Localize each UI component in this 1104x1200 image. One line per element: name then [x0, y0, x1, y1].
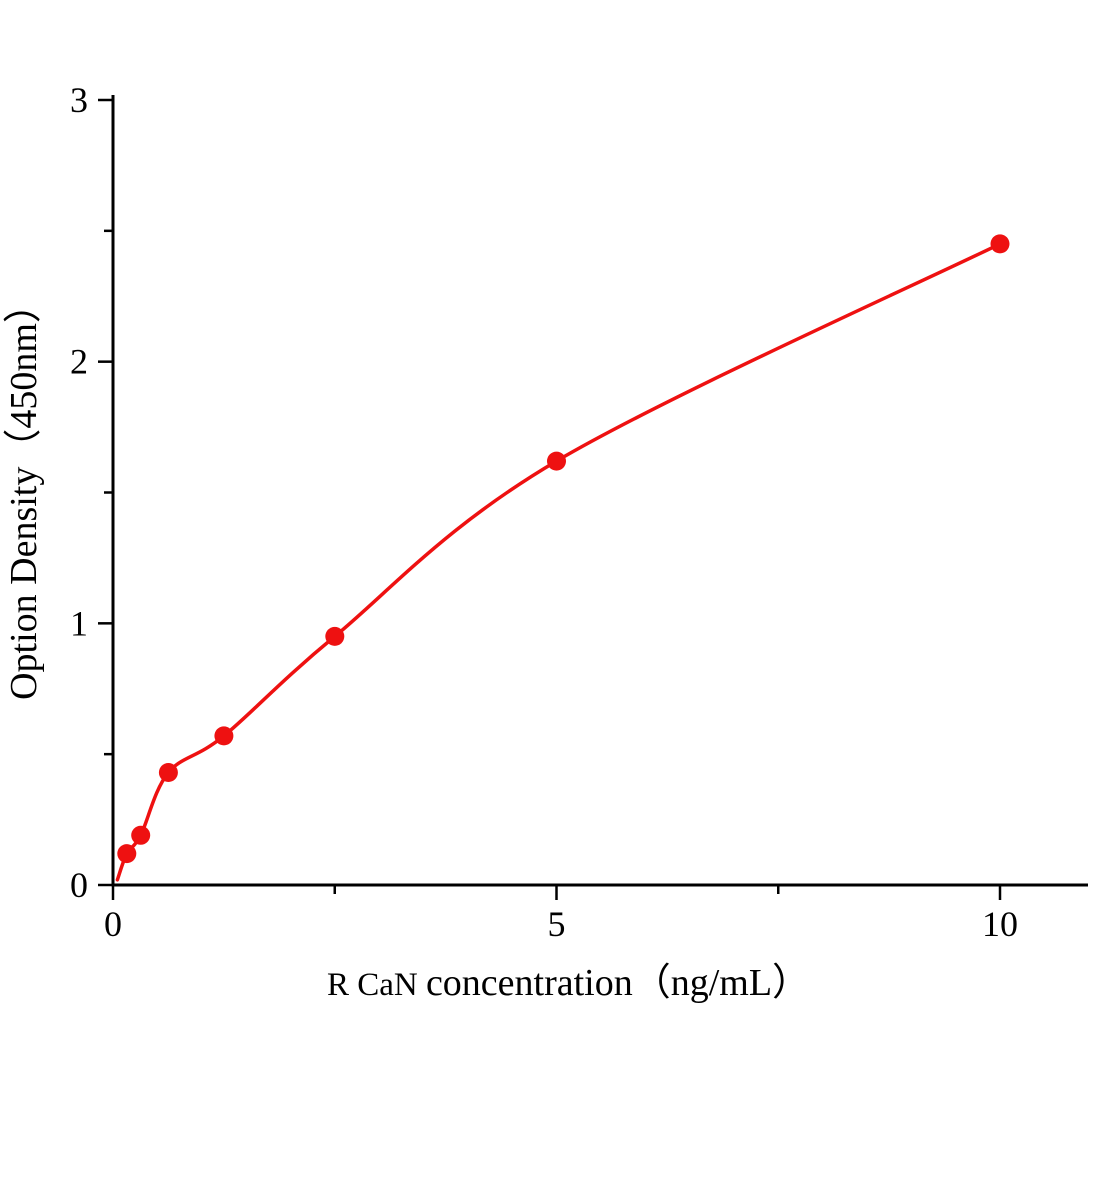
x-tick-label: 5: [548, 904, 566, 944]
y-tick-label: 3: [70, 80, 88, 120]
y-axis-title: Option Density（450nm）: [3, 285, 45, 700]
x-axis-title: R CaN concentration（ng/mL）: [327, 962, 810, 1004]
data-point: [131, 825, 151, 845]
y-tick-label: 1: [70, 603, 88, 643]
data-point: [990, 234, 1010, 254]
data-point: [117, 844, 137, 864]
data-point: [547, 451, 566, 471]
data-point: [214, 726, 234, 746]
x-tick-label: 0: [104, 904, 122, 944]
axes-spines: [111, 95, 1088, 887]
x-tick-label: 10: [982, 904, 1018, 944]
data-point: [158, 763, 178, 782]
data-point: [325, 626, 345, 646]
y-tick-label: 2: [70, 342, 88, 382]
fit-curve: [115, 242, 1002, 882]
y-tick-label: 0: [70, 865, 88, 905]
